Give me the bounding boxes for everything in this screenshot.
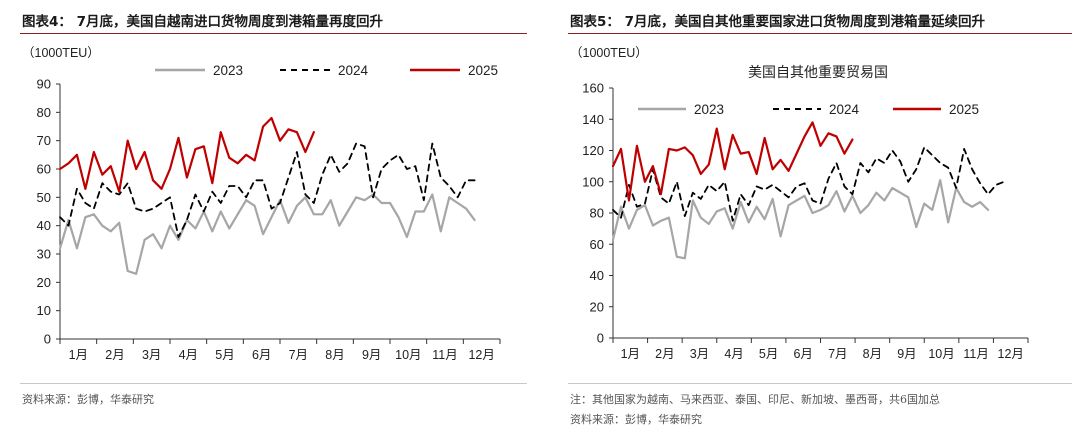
title-divider: [20, 33, 527, 34]
y-axis-unit-label: （1000TEU）: [22, 46, 100, 60]
x-tick-label: 9月: [362, 348, 381, 362]
y-tick-label: 20: [590, 299, 604, 314]
x-tick-label: 2月: [655, 347, 674, 361]
series-line-2023: [58, 193, 476, 275]
x-tick-label: 11月: [963, 347, 988, 361]
series-line-2025: [611, 121, 854, 202]
y-tick-label: 60: [590, 237, 604, 252]
x-tick-label: 5月: [759, 347, 778, 361]
y-tick-label: 90: [37, 77, 51, 92]
series-line-2025: [58, 116, 315, 193]
y-tick-label: 60: [37, 162, 51, 177]
x-tick-label: 11月: [432, 348, 457, 362]
source-text: 资料来源：彭博，华泰研究: [22, 393, 154, 406]
x-tick-label: 7月: [289, 348, 308, 362]
source-text: 资料来源：彭博，华泰研究: [570, 413, 702, 426]
legend-label-2023: 2023: [213, 63, 243, 78]
x-tick-label: 1月: [69, 348, 88, 362]
legend-label-2025: 2025: [949, 102, 979, 117]
legend-label-2025: 2025: [468, 63, 498, 78]
left-figure-panel: 图表4： 7月底，美国自越南进口货物周度到港箱量再度回升 0 10 20 30 40 50…: [0, 0, 535, 447]
x-tick-label: 8月: [325, 348, 344, 362]
x-tick-label: 2月: [105, 348, 124, 362]
y-tick-label: 40: [37, 218, 51, 233]
y-tick-label: 20: [37, 275, 51, 290]
x-tick-label: 6月: [252, 348, 271, 362]
y-tick-label: 10: [37, 303, 51, 318]
vietnam-imports-line-chart: 0 10 20 30 40 50 60 70 80 90 （1000TEU） 1月 2月 3月 4月 5月 6月…: [22, 46, 501, 362]
legend-label-2023: 2023: [694, 102, 724, 117]
y-tick-label: 50: [37, 190, 51, 205]
y-tick-label: 80: [590, 206, 604, 221]
series-line-2024: [612, 146, 1005, 222]
figure-title: 图表5： 7月底，美国自其他重要国家进口货物周度到港箱量延续回升: [570, 14, 985, 30]
series-line-2023: [611, 179, 990, 260]
x-tick-label: 3月: [142, 348, 161, 362]
y-tick-label: 120: [582, 143, 604, 158]
legend-label-2024: 2024: [338, 63, 369, 78]
key-partners-imports-line-chart: 0 20 40 60 80 100 120 140 160 （1000TEU） 1月 2月 3月 4月 5月…: [570, 46, 1029, 361]
y-tick-label: 160: [582, 81, 604, 96]
note-divider: [568, 383, 1072, 384]
footnote-text: 注：其他国家为越南、马来西亚、泰国、印尼、新加坡、墨西哥，共6国加总: [570, 393, 940, 406]
y-tick-label: 30: [37, 247, 51, 262]
y-tick-label: 80: [37, 105, 51, 120]
x-tick-label: 8月: [863, 347, 882, 361]
title-divider: [568, 33, 1072, 34]
series-line-2024: [59, 142, 476, 238]
y-axis-unit-label: （1000TEU）: [570, 46, 648, 60]
x-tick-label: 12月: [998, 347, 1024, 361]
y-tick-label: 100: [582, 174, 604, 189]
x-tick-label: 6月: [793, 347, 812, 361]
x-tick-label: 12月: [468, 348, 494, 362]
y-tick-label: 140: [582, 112, 604, 127]
right-figure-panel: 图表5： 7月底，美国自其他重要国家进口货物周度到港箱量延续回升 0 20 40 60…: [548, 0, 1080, 447]
x-tick-label: 10月: [395, 348, 421, 362]
x-tick-label: 7月: [828, 347, 847, 361]
chart-subtitle: 美国自其他重要贸易国: [748, 64, 888, 80]
y-tick-label: 70: [37, 133, 51, 148]
x-tick-label: 5月: [215, 348, 234, 362]
y-tick-label: 40: [590, 268, 604, 283]
legend-label-2024: 2024: [829, 102, 860, 117]
source-divider: [20, 383, 527, 384]
x-tick-label: 9月: [897, 347, 916, 361]
x-tick-label: 4月: [179, 348, 198, 362]
x-tick-label: 1月: [621, 347, 640, 361]
x-tick-label: 10月: [928, 347, 954, 361]
y-tick-label: 0: [597, 331, 604, 346]
x-tick-label: 4月: [724, 347, 743, 361]
figure-title: 图表4： 7月底，美国自越南进口货物周度到港箱量再度回升: [22, 14, 383, 30]
x-tick-label: 3月: [690, 347, 709, 361]
y-tick-label: 0: [44, 332, 51, 347]
